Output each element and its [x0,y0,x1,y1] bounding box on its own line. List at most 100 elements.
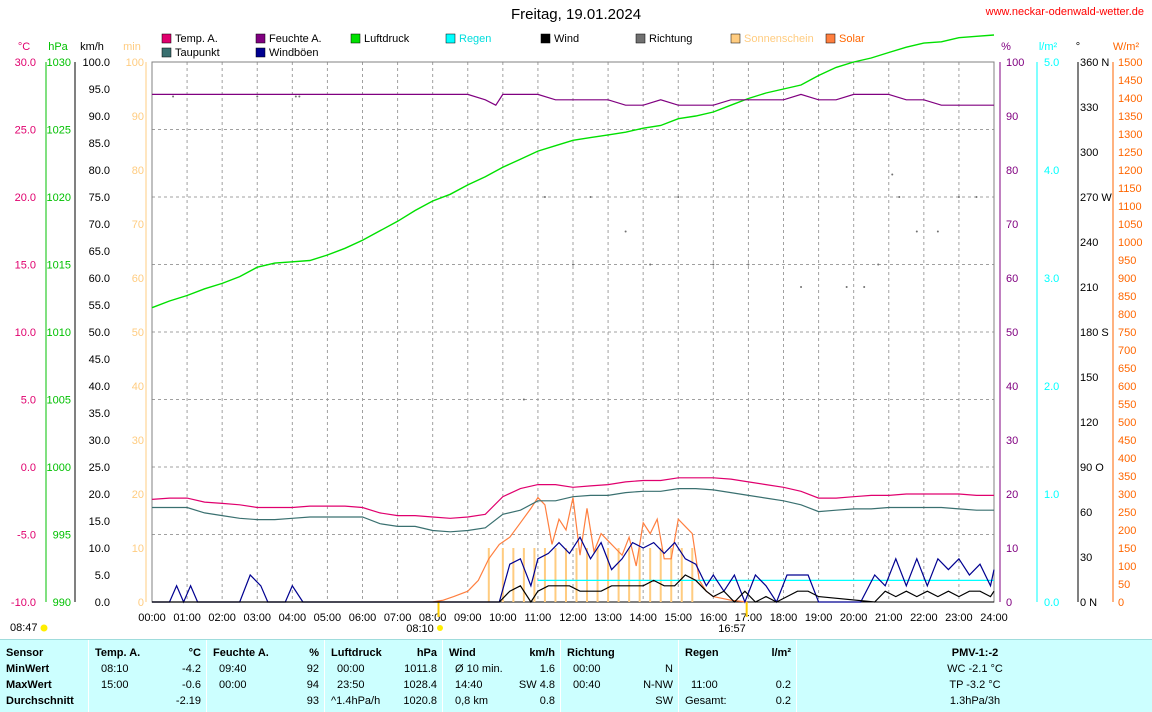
direction-point [845,286,848,288]
sunshine-axis-tick-label: 60 [132,273,144,285]
solar-axis-tick-label: 550 [1118,399,1136,411]
wind-axis-tick-label: 25.0 [89,462,110,474]
sensor-title: Sensor [6,647,44,659]
solar-axis-tick-label: 1150 [1118,183,1142,195]
solar-axis-tick-label: 1200 [1118,165,1142,177]
x-tick-label: 19:00 [805,612,833,624]
chart-title: Freitag, 19.01.2024 [510,6,642,23]
legend-label: Regen [459,33,491,45]
legend-label: Taupunkt [175,47,220,59]
rain-axis-unit-label: l/m² [1039,41,1058,53]
legend-swatch [730,33,741,44]
x-tick-label: 06:00 [349,612,377,624]
wind-axis-tick-label: 55.0 [89,300,110,312]
regen-unit: l/m² [771,647,791,659]
wind-title: Wind [449,647,476,659]
sunrise-icon [437,625,443,631]
direction-point [863,286,866,288]
direction-axis-tick-label: 210 [1080,282,1098,294]
solar-axis-tick-label: 1300 [1118,129,1142,141]
direction-axis-tick-label: 300 [1080,147,1098,159]
temp-axis-tick-label: 5.0 [21,395,36,407]
x-tick-label: 14:00 [629,612,657,624]
solar-axis-tick-label: 750 [1118,327,1136,339]
rain-axis-tick-label: 1.0 [1044,489,1059,501]
legend-swatch [161,33,172,44]
sunshine-bar [691,548,694,602]
wind-axis-tick-label: 10.0 [89,543,110,555]
stats-col-wind: Wind km/h Ø 10 min. 1.6 14:40 SW 4.8 0,8 km… [442,640,561,712]
wind-axis-tick-label: 70.0 [89,219,110,231]
feuchte-title: Feuchte A. [213,647,269,659]
wind-axis-tick-label: 75.0 [89,192,110,204]
rain-axis-tick-label: 2.0 [1044,381,1059,393]
direction-axis-tick-label: 180 S [1080,327,1109,339]
temp-axis-unit-label: °C [18,41,30,53]
sun-icon [40,624,48,632]
pmv-dewpoint: TP -3.2 °C [949,679,1001,691]
x-tick-label: 23:00 [945,612,973,624]
richtung-min-time: 00:00 [573,663,601,675]
solar-axis-unit-label: W/m² [1113,41,1140,53]
x-tick-label: 13:00 [594,612,622,624]
wind-axis-tick-label: 60.0 [89,273,110,285]
sunshine-bar [670,548,673,602]
solar-axis-tick-label: 600 [1118,381,1136,393]
direction-axis-tick-label: 0 N [1080,597,1097,609]
solar-axis-tick-label: 50 [1118,579,1130,591]
regen-total-value: 0.2 [775,695,791,707]
pressure-axis-tick-label: 1025 [47,125,71,137]
luftdruck-trend: ^1.4hPa/h [331,695,381,707]
series-line-luftdruck [151,34,995,309]
wind-axis-tick-label: 0.0 [95,597,110,609]
pressure-axis-tick-label: 1010 [47,327,71,339]
temp-axis-tick-label: 15.0 [15,260,36,272]
sunshine-axis-tick-label: 20 [132,489,144,501]
row-label-max: MaxWert [6,679,52,691]
sunshine-axis-tick-label: 80 [132,165,144,177]
luftdruck-max-value: 1028.4 [403,679,437,691]
direction-point [589,196,592,198]
legend-label: Wind [554,33,579,45]
regen-max-value: 0.2 [775,679,791,691]
sunshine-bar [586,548,589,602]
temp-axis-tick-label: 10.0 [15,327,36,339]
pressure-axis-tick-label: 1030 [47,57,71,69]
direction-axis-tick-label: 360 N [1080,57,1109,69]
solar-axis-tick-label: 200 [1118,525,1136,537]
sunshine-bar [649,548,652,602]
wind-avg10-value: 1.6 [539,663,555,675]
direction-axis-tick-label: 240 [1080,237,1098,249]
legend-label: Luftdruck [364,33,410,45]
direction-point [543,196,546,198]
sunshine-bar [628,548,631,602]
direction-point [957,196,960,198]
legend-label: Richtung [649,33,692,45]
pmv-title: PMV-1:-2 [951,647,999,659]
legend-swatch [255,47,266,58]
x-tick-label: 16:00 [700,612,728,624]
x-tick-label: 10:00 [489,612,517,624]
direction-point [915,230,918,233]
x-tick-label: 07:00 [384,612,412,624]
legend-label: Temp. A. [175,33,218,45]
pmv-trend: 1.3hPa/3h [949,695,1001,707]
x-tick-label: 09:00 [454,612,482,624]
x-tick-label: 01:00 [173,612,201,624]
site-link[interactable]: www.neckar-odenwald-wetter.de [985,6,1144,18]
direction-point [298,95,301,98]
temp-axis-tick-label: 0.0 [21,462,36,474]
row-label-min: MinWert [6,663,50,675]
direction-point [522,398,525,401]
temp-axis-tick-label: -5.0 [17,530,36,542]
rain-axis-tick-label: 0.0 [1044,597,1059,609]
richtung-max-value: N-NW [643,679,673,691]
sunshine-bar [659,548,662,602]
wind-axis-tick-label: 100.0 [82,57,110,69]
solar-axis-tick-label: 1350 [1118,111,1142,123]
x-tick-label: 17:00 [735,612,763,624]
direction-point [975,196,978,198]
direction-point [891,173,894,176]
direction-point [898,196,901,198]
wind-max-value: SW 4.8 [518,679,555,691]
